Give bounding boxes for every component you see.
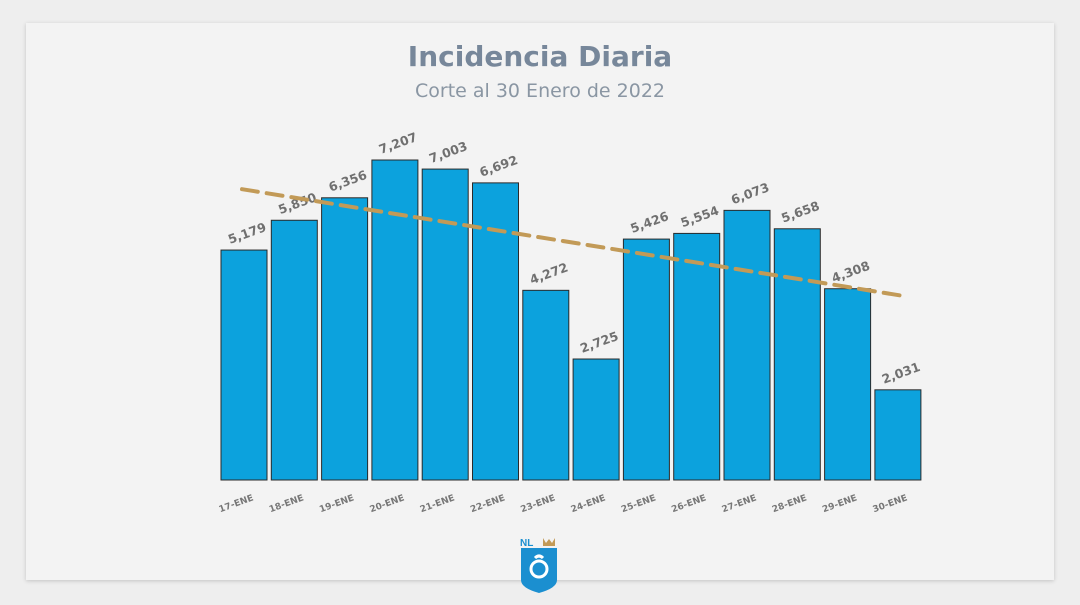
data-label: 2,725 [578,328,620,356]
x-tick-label: 25-ENE [620,493,657,515]
chart-subtitle: Corte al 30 Enero de 2022 [415,80,665,102]
x-tick-label: 22-ENE [469,493,506,515]
bar-22-ene [472,182,519,481]
nuevo-leon-logo: NL [520,538,557,593]
bar-28-ene [773,228,821,481]
x-tick-label: 20-ENE [369,493,406,515]
bar-26-ene [673,232,721,481]
x-tick-label: 24-ENE [570,493,607,515]
bar-21-ene [421,168,469,481]
data-label: 5,850 [276,189,319,217]
bar-27-ene [723,209,771,481]
bar-20-ene [371,159,419,481]
data-label: 4,272 [528,260,570,288]
bar-18-ene [270,219,318,481]
bar-23-ene [522,289,570,481]
chart-title: Incidencia Diaria [407,40,673,73]
x-tick-label: 26-ENE [670,493,707,515]
data-label: 4,308 [829,258,871,286]
data-label: 5,179 [226,219,268,247]
x-tick-label: 23-ENE [519,493,556,515]
data-label: 5,658 [779,198,821,226]
bar-30-ene [874,389,922,481]
x-tick-label: 19-ENE [318,493,355,515]
bar-17-ene [220,249,268,481]
x-tick-label: 29-ENE [821,493,858,515]
x-tick-label: 30-ENE [872,493,909,515]
x-tick-label: 18-ENE [268,493,305,515]
logo-text: NL [520,538,533,549]
data-label: 2,031 [880,359,922,387]
data-label: 7,207 [377,129,419,157]
bar-19-ene [321,197,369,481]
x-tick-label: 17-ENE [218,493,255,515]
trend-line [240,187,904,298]
bar-29-ene [824,288,872,481]
x-tick-label: 21-ENE [419,493,456,515]
data-label: 6,692 [477,152,519,180]
x-tick-label: 28-ENE [771,493,808,515]
bar-25-ene [622,238,670,481]
bar-24-ene [572,358,620,481]
data-label: 5,426 [628,208,671,236]
data-label: 6,356 [326,167,369,195]
data-label: 6,073 [729,180,771,208]
data-label: 7,003 [427,138,469,166]
data-label: 5,554 [679,202,722,230]
x-tick-label: 27-ENE [721,493,758,515]
